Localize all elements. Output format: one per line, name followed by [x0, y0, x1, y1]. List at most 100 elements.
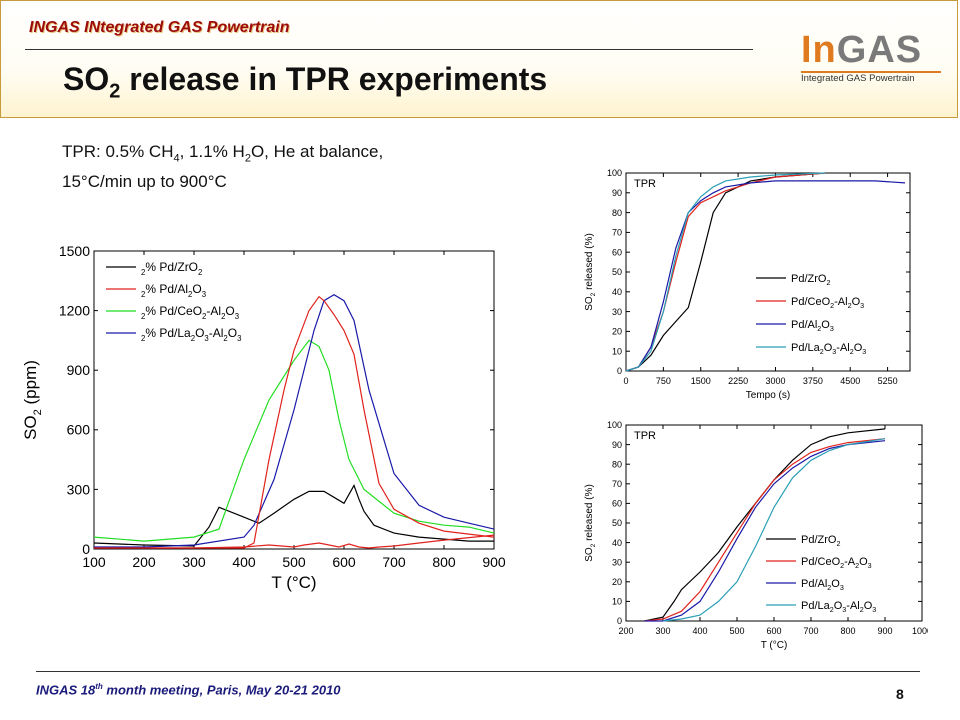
y-axis-label-part: released (%)	[584, 484, 595, 543]
x-tick-label: 500	[282, 554, 306, 570]
legend-label: 2% Pd/ZrO2	[141, 260, 202, 277]
series-line-1	[94, 534, 495, 549]
legend-label-part: 2	[202, 312, 206, 321]
y-tick-label: 50	[612, 267, 622, 277]
legend-label: 2% Pd/La2O3-Al2O3	[141, 326, 241, 343]
x-tick-label: 600	[766, 626, 781, 636]
title-sub: 2	[109, 80, 121, 103]
series-line-3	[625, 172, 826, 372]
y-tick-label: 100	[607, 168, 622, 178]
legend-label-part: 3	[832, 348, 836, 356]
plot-frame	[625, 172, 911, 372]
title-rest: release in TPR experiments	[120, 61, 548, 97]
y-tick-label: 90	[612, 440, 622, 450]
cond-c: O, He at balance,	[250, 142, 384, 161]
page-title: SO2 release in TPR experiments	[63, 61, 547, 103]
y-tick-label: 600	[67, 422, 91, 438]
legend-label-part: % Pd/ZrO	[145, 260, 198, 274]
series-line-0	[644, 428, 886, 622]
meeting-a: INGAS 18	[36, 682, 96, 698]
y-tick-label: 0	[617, 366, 622, 376]
series-line-2	[644, 440, 886, 622]
legend-label-part: 3	[872, 606, 876, 614]
x-tick-label: 0	[623, 376, 628, 386]
x-tick-label: 700	[382, 554, 406, 570]
y-axis-label: SO2 released (%)	[584, 484, 597, 562]
legend-label-part: Pd/Al	[801, 578, 827, 590]
legend-label-part: -Al	[209, 326, 224, 340]
legend-label-part: 2	[198, 268, 202, 277]
x-tick-label: 400	[232, 554, 256, 570]
y-axis-label-part: 2	[32, 409, 44, 415]
plot-frame	[625, 424, 923, 622]
x-tick-label: 800	[432, 554, 456, 570]
logo-gas: GAS	[836, 29, 923, 71]
legend-label: Pd/La2O3-Al2O3	[791, 342, 866, 356]
legend-label-part: O	[228, 326, 237, 340]
legend-label-part: O	[824, 342, 833, 354]
series-line-3	[94, 294, 495, 548]
y-tick-label: 70	[612, 479, 622, 489]
legend-label-part: 2	[820, 348, 824, 356]
y-axis-label-part: 2	[590, 543, 597, 547]
cond-sub1: 4	[173, 152, 180, 165]
series-line-3	[662, 438, 886, 622]
legend-label-part: O	[864, 600, 873, 612]
legend-label-part: 2	[221, 312, 225, 321]
series-line-2	[93, 339, 495, 542]
legend-label-part: 3	[860, 302, 864, 310]
experiment-conditions: TPR: 0.5% CH4, 1.1% H2O, He at balance, …	[62, 140, 383, 194]
y-axis-label: SO2 released (%)	[584, 233, 597, 311]
legend-label-part: 3	[202, 290, 206, 299]
legend-label-part: O	[192, 282, 201, 296]
slide-header: INGAS INtegrated GAS Powertrain SO2 rele…	[0, 0, 958, 118]
legend-label: Pd/ZrO2	[791, 273, 830, 287]
legend-label-part: Pd/Al	[791, 319, 817, 331]
legend-label-part: 2	[223, 334, 227, 343]
x-tick-label: 750	[656, 376, 671, 386]
y-tick-label: 30	[612, 557, 622, 567]
y-axis-label-part: SO	[21, 415, 40, 440]
legend-label: Pd/CeO2-Al2O3	[791, 296, 864, 310]
legend-label-part: 3	[204, 334, 208, 343]
header-divider	[25, 49, 753, 50]
legend-label-part: O	[831, 578, 840, 590]
legend-label: Pd/Al2O3	[791, 319, 834, 333]
legend-label-part: 2	[830, 606, 834, 614]
legend-label-part: 3	[862, 348, 866, 356]
y-tick-label: 20	[612, 327, 622, 337]
y-axis-label-group: SO2 released (%)	[584, 233, 597, 311]
y-tick-label: 80	[612, 208, 622, 218]
y-tick-label: 900	[67, 362, 91, 378]
series-line-0	[625, 172, 826, 372]
legend-label-part: Pd/ZrO	[801, 534, 837, 546]
series-line-1	[644, 438, 886, 622]
legend-label-part: 2	[830, 302, 834, 310]
y-tick-label: 1500	[59, 243, 90, 259]
y-tick-label: 40	[612, 287, 622, 297]
chart-annotation: TPR	[634, 430, 656, 442]
y-axis-label-part: SO	[584, 547, 595, 562]
legend-label: Pd/ZrO2	[801, 534, 840, 548]
legend-label-part: O	[859, 556, 868, 568]
x-tick-label: 4500	[840, 376, 860, 386]
x-tick-label: 300	[182, 554, 206, 570]
chart-annotation: TPR	[634, 178, 656, 190]
y-tick-label: 0	[82, 541, 90, 557]
series-line-0	[93, 483, 494, 547]
legend-label-part: 3	[842, 606, 846, 614]
x-tick-label: 900	[877, 626, 892, 636]
logo-in: In	[801, 29, 837, 71]
legend-label-part: % Pd/CeO	[145, 304, 202, 318]
legend-label-part: 3	[868, 562, 872, 570]
legend-label-part: Pd/La	[791, 342, 821, 354]
x-tick-label: 200	[132, 554, 156, 570]
legend-label-part: 2	[836, 540, 840, 548]
y-axis-label-part: SO	[584, 296, 595, 311]
cond-b: , 1.1% H	[179, 142, 245, 161]
series-line-2	[625, 180, 906, 372]
legend-label-part: 2	[141, 312, 145, 321]
legend-label-part: 2	[855, 562, 859, 570]
